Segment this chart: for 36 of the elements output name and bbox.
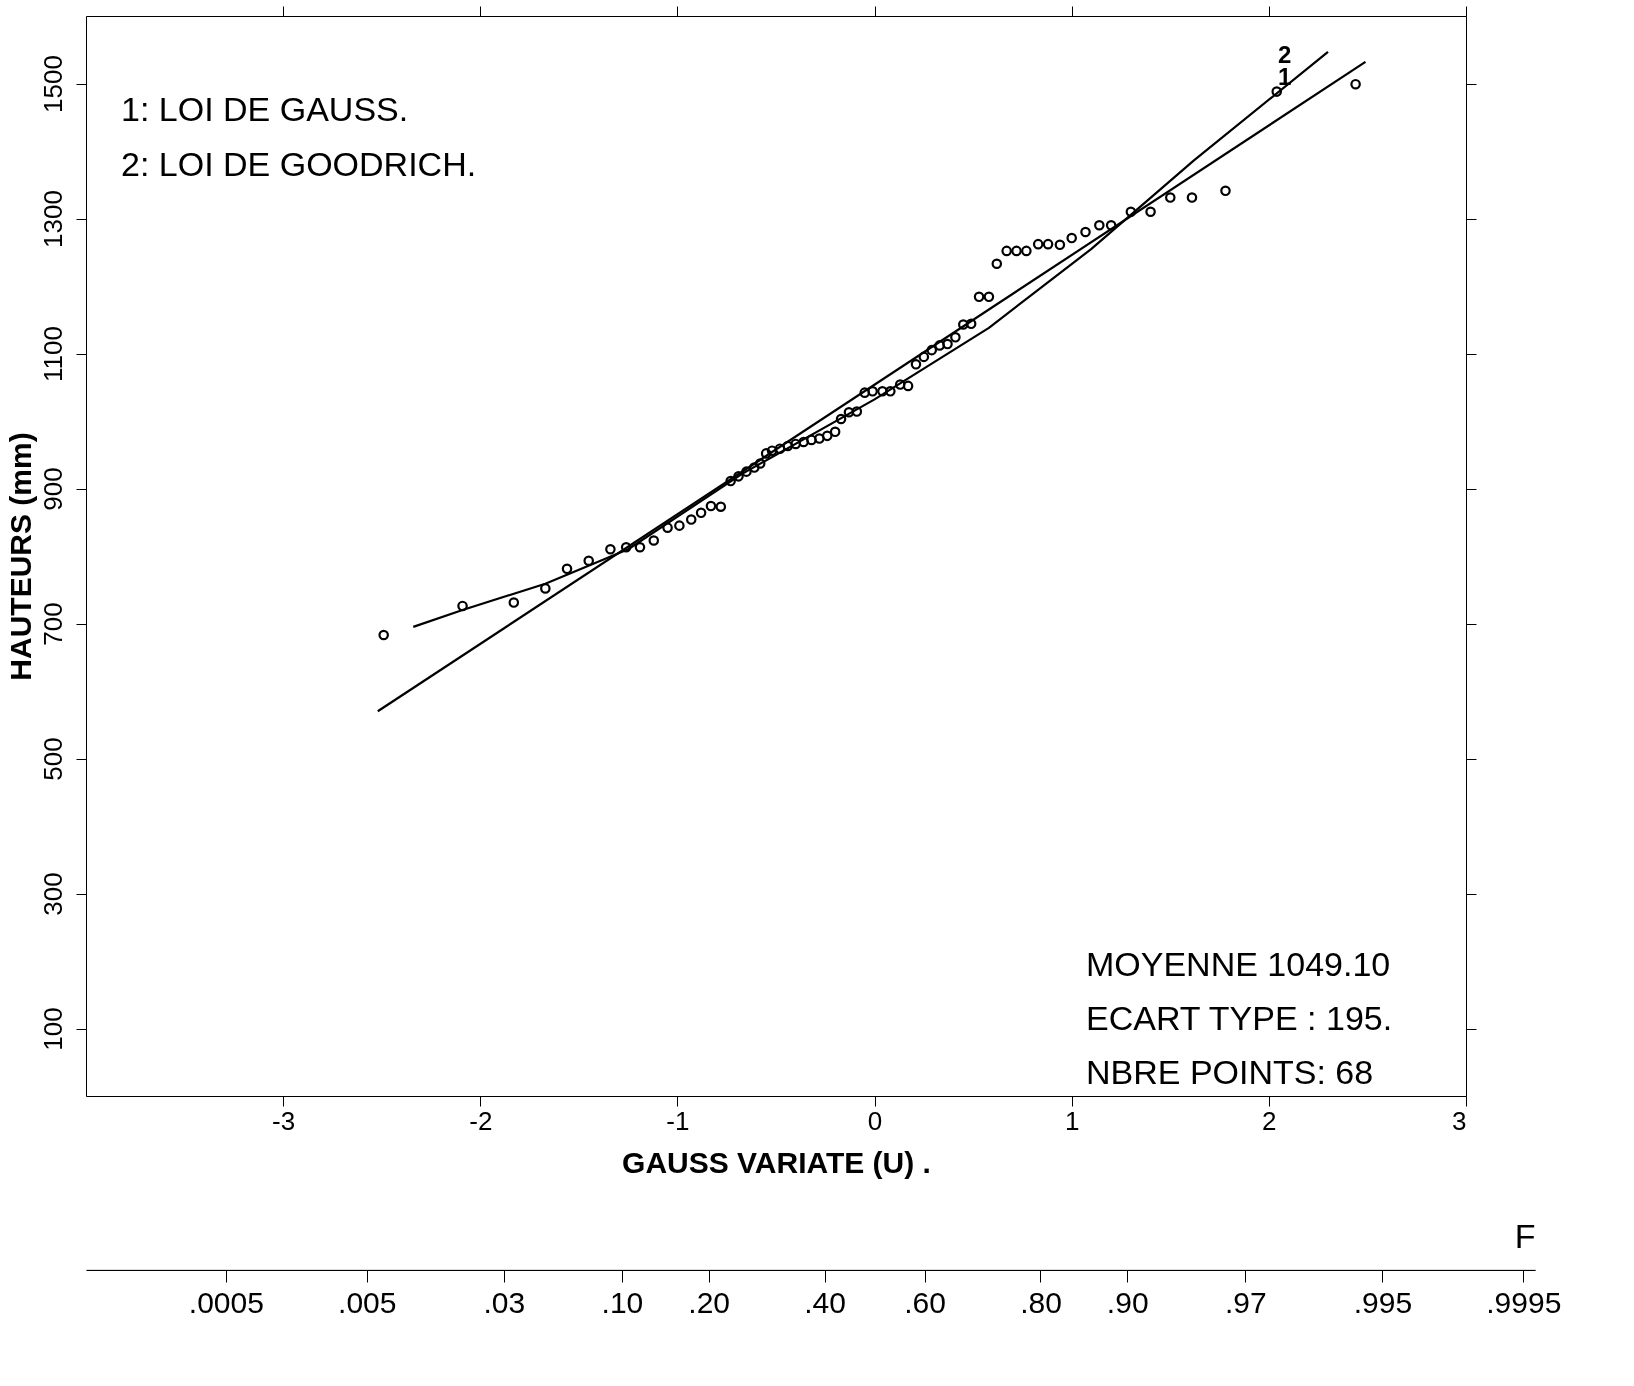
annotation: 2 xyxy=(1278,41,1292,68)
text: .9995 xyxy=(1486,1285,1562,1319)
text: .90 xyxy=(1106,1285,1149,1319)
x2-axis-title: F xyxy=(1514,1216,1536,1255)
text: .20 xyxy=(688,1285,731,1319)
y-tick-label: 900 xyxy=(37,467,68,511)
y-tick-label: 1300 xyxy=(37,190,68,248)
x-tick-label: -1 xyxy=(666,1105,690,1136)
y-tick-label: 100 xyxy=(37,1007,68,1051)
text: .0005 xyxy=(188,1285,264,1319)
annotation: 2: LOI DE GOODRICH. xyxy=(121,145,477,183)
y-tick-label: 300 xyxy=(37,872,68,916)
text: .10 xyxy=(601,1285,644,1319)
text: .80 xyxy=(1020,1285,1062,1319)
annotation: ECART TYPE : 195. xyxy=(1086,999,1393,1037)
annotation: 1: LOI DE GAUSS. xyxy=(121,90,409,128)
text: .03 xyxy=(483,1285,526,1319)
text: .995 xyxy=(1353,1285,1413,1319)
y-tick-label: 500 xyxy=(37,737,68,781)
y-tick-label: 700 xyxy=(37,602,68,646)
text: .005 xyxy=(338,1285,397,1319)
y-axis-title: HAUTEURS (mm) xyxy=(3,432,37,681)
x-tick-label: -2 xyxy=(469,1105,493,1136)
x-tick-label: 1 xyxy=(1064,1105,1080,1136)
annotation: NBRE POINTS: 68 xyxy=(1086,1053,1374,1091)
x-tick-label: 0 xyxy=(867,1105,883,1136)
y-tick-label: 1100 xyxy=(37,326,68,382)
x-tick-label: -3 xyxy=(272,1105,296,1136)
y-tick-label: 1500 xyxy=(37,55,68,113)
text: .60 xyxy=(904,1285,946,1319)
x-tick-label: 2 xyxy=(1262,1105,1277,1136)
annotation: MOYENNE 1049.10 xyxy=(1086,945,1391,983)
x-axis-title: GAUSS VARIATE (U) . xyxy=(622,1145,931,1179)
x-tick-label: 3 xyxy=(1452,1105,1467,1136)
text: .97 xyxy=(1225,1285,1267,1319)
text: .40 xyxy=(804,1285,846,1319)
